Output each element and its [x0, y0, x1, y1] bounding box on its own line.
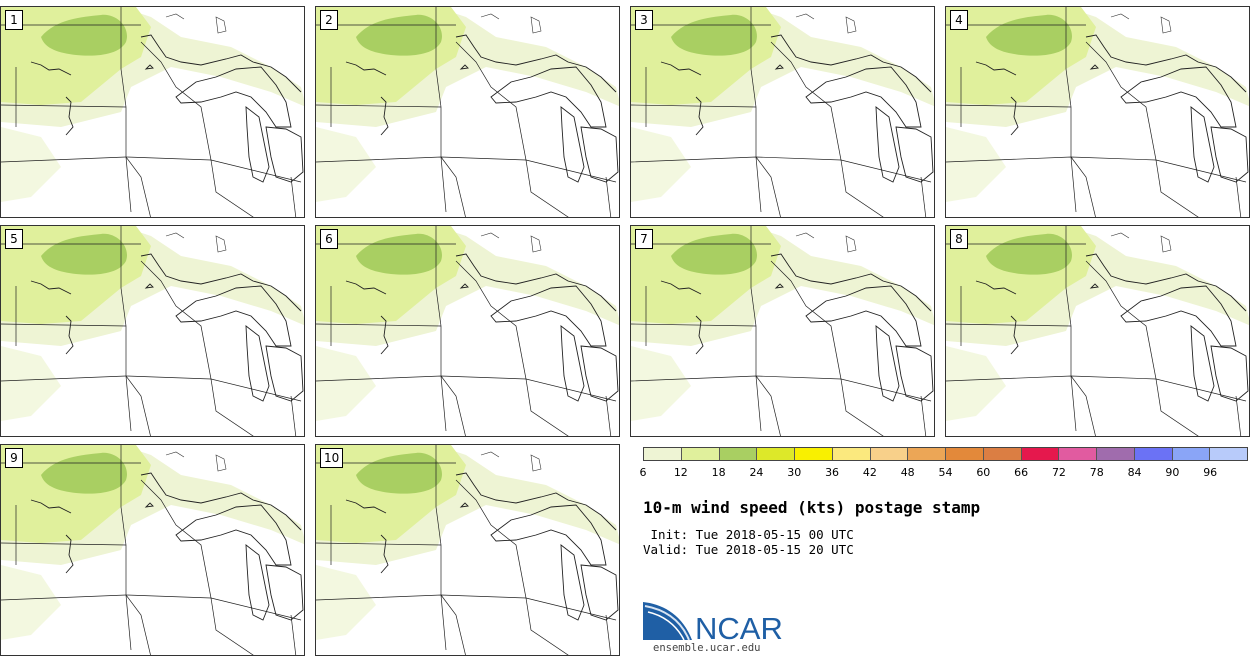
member-panel: 6	[315, 225, 620, 437]
map-1	[1, 7, 304, 217]
wind-6-12-south	[1, 565, 61, 640]
wind-6-12-south	[1, 346, 61, 421]
colorbar-tick-label: 60	[976, 466, 991, 479]
member-panel: 5	[0, 225, 305, 437]
colorbar-segment	[832, 448, 871, 460]
member-label: 8	[950, 229, 968, 249]
colorbar-tick-label: 66	[1014, 466, 1029, 479]
map-7	[631, 226, 934, 436]
wind-6-12-south	[1, 127, 61, 202]
wind-6-12-south	[946, 127, 1006, 202]
member-panel: 4	[945, 6, 1250, 218]
map-10	[316, 445, 619, 655]
map-4	[946, 7, 1249, 217]
logo-url: ensemble.ucar.edu	[653, 642, 761, 654]
map-5	[1, 226, 304, 436]
ncar-logo-text: NCAR	[695, 611, 783, 642]
member-label: 5	[5, 229, 23, 249]
map-9	[1, 445, 304, 655]
wind-6-12-south	[631, 346, 691, 421]
colorbar-tick-label: 84	[1127, 466, 1142, 479]
member-label: 4	[950, 10, 968, 30]
colorbar-segment	[795, 448, 833, 460]
colorbar-segment	[983, 448, 1022, 460]
wind-6-12-south	[946, 346, 1006, 421]
colorbar-ticks: 6 12 18 24 30 36 42 48 54 60 66 72 78 84 90 96	[639, 466, 1248, 480]
member-panel: 9	[0, 444, 305, 656]
wind-6-12-south	[631, 127, 691, 202]
colorbar-segment	[908, 448, 946, 460]
colorbar-tick-label: 24	[749, 466, 764, 479]
member-label: 9	[5, 448, 23, 468]
colorbar-segment	[757, 448, 795, 460]
colorbar-tick-label: 6	[639, 466, 647, 479]
member-panel: 2	[315, 6, 620, 218]
colorbar-segment	[1172, 448, 1211, 460]
colorbar-segment	[1097, 448, 1135, 460]
colorbar-tick-label: 12	[673, 466, 688, 479]
colorbar-tick-label: 18	[711, 466, 726, 479]
map-6	[316, 226, 619, 436]
member-label: 2	[320, 10, 338, 30]
member-label: 10	[320, 448, 344, 468]
chart-title: 10-m wind speed (kts) postage stamp	[643, 498, 981, 517]
colorbar-segment	[681, 448, 720, 460]
colorbar-tick-label: 36	[825, 466, 840, 479]
member-panel: 1	[0, 6, 305, 218]
map-8	[946, 226, 1249, 436]
valid-time: Valid: Tue 2018-05-15 20 UTC	[643, 542, 854, 557]
colorbar-tick-label: 54	[938, 466, 953, 479]
colorbar-tick-label: 78	[1089, 466, 1104, 479]
colorbar-tick-label: 42	[862, 466, 877, 479]
wind-6-12-south	[316, 346, 376, 421]
init-time: Init: Tue 2018-05-15 00 UTC	[643, 527, 854, 542]
colorbar-segment	[719, 448, 758, 460]
member-panel: 7	[630, 225, 935, 437]
colorbar-segment	[946, 448, 984, 460]
wind-6-12-south	[316, 127, 376, 202]
colorbar-segment	[1210, 448, 1247, 460]
map-2	[316, 7, 619, 217]
colorbar-tick-label: 30	[787, 466, 802, 479]
wind-6-12-south	[316, 565, 376, 640]
colorbar-segment	[870, 448, 909, 460]
member-label: 1	[5, 10, 23, 30]
member-label: 6	[320, 229, 338, 249]
colorbar-segment	[1134, 448, 1173, 460]
colorbar-segment	[1059, 448, 1097, 460]
colorbar-tick-label: 48	[900, 466, 915, 479]
ncar-logo: NCAR	[643, 602, 783, 642]
colorbar-tick-label: 96	[1203, 466, 1218, 479]
colorbar-tick-label: 72	[1051, 466, 1066, 479]
colorbar-tick-label: 90	[1165, 466, 1180, 479]
member-panel: 8	[945, 225, 1250, 437]
colorbar-segment	[644, 448, 682, 460]
colorbar-segment	[1021, 448, 1060, 460]
map-3	[631, 7, 934, 217]
member-label: 3	[635, 10, 653, 30]
colorbar	[643, 447, 1248, 461]
member-panel: 3	[630, 6, 935, 218]
member-label: 7	[635, 229, 653, 249]
member-panel: 10	[315, 444, 620, 656]
